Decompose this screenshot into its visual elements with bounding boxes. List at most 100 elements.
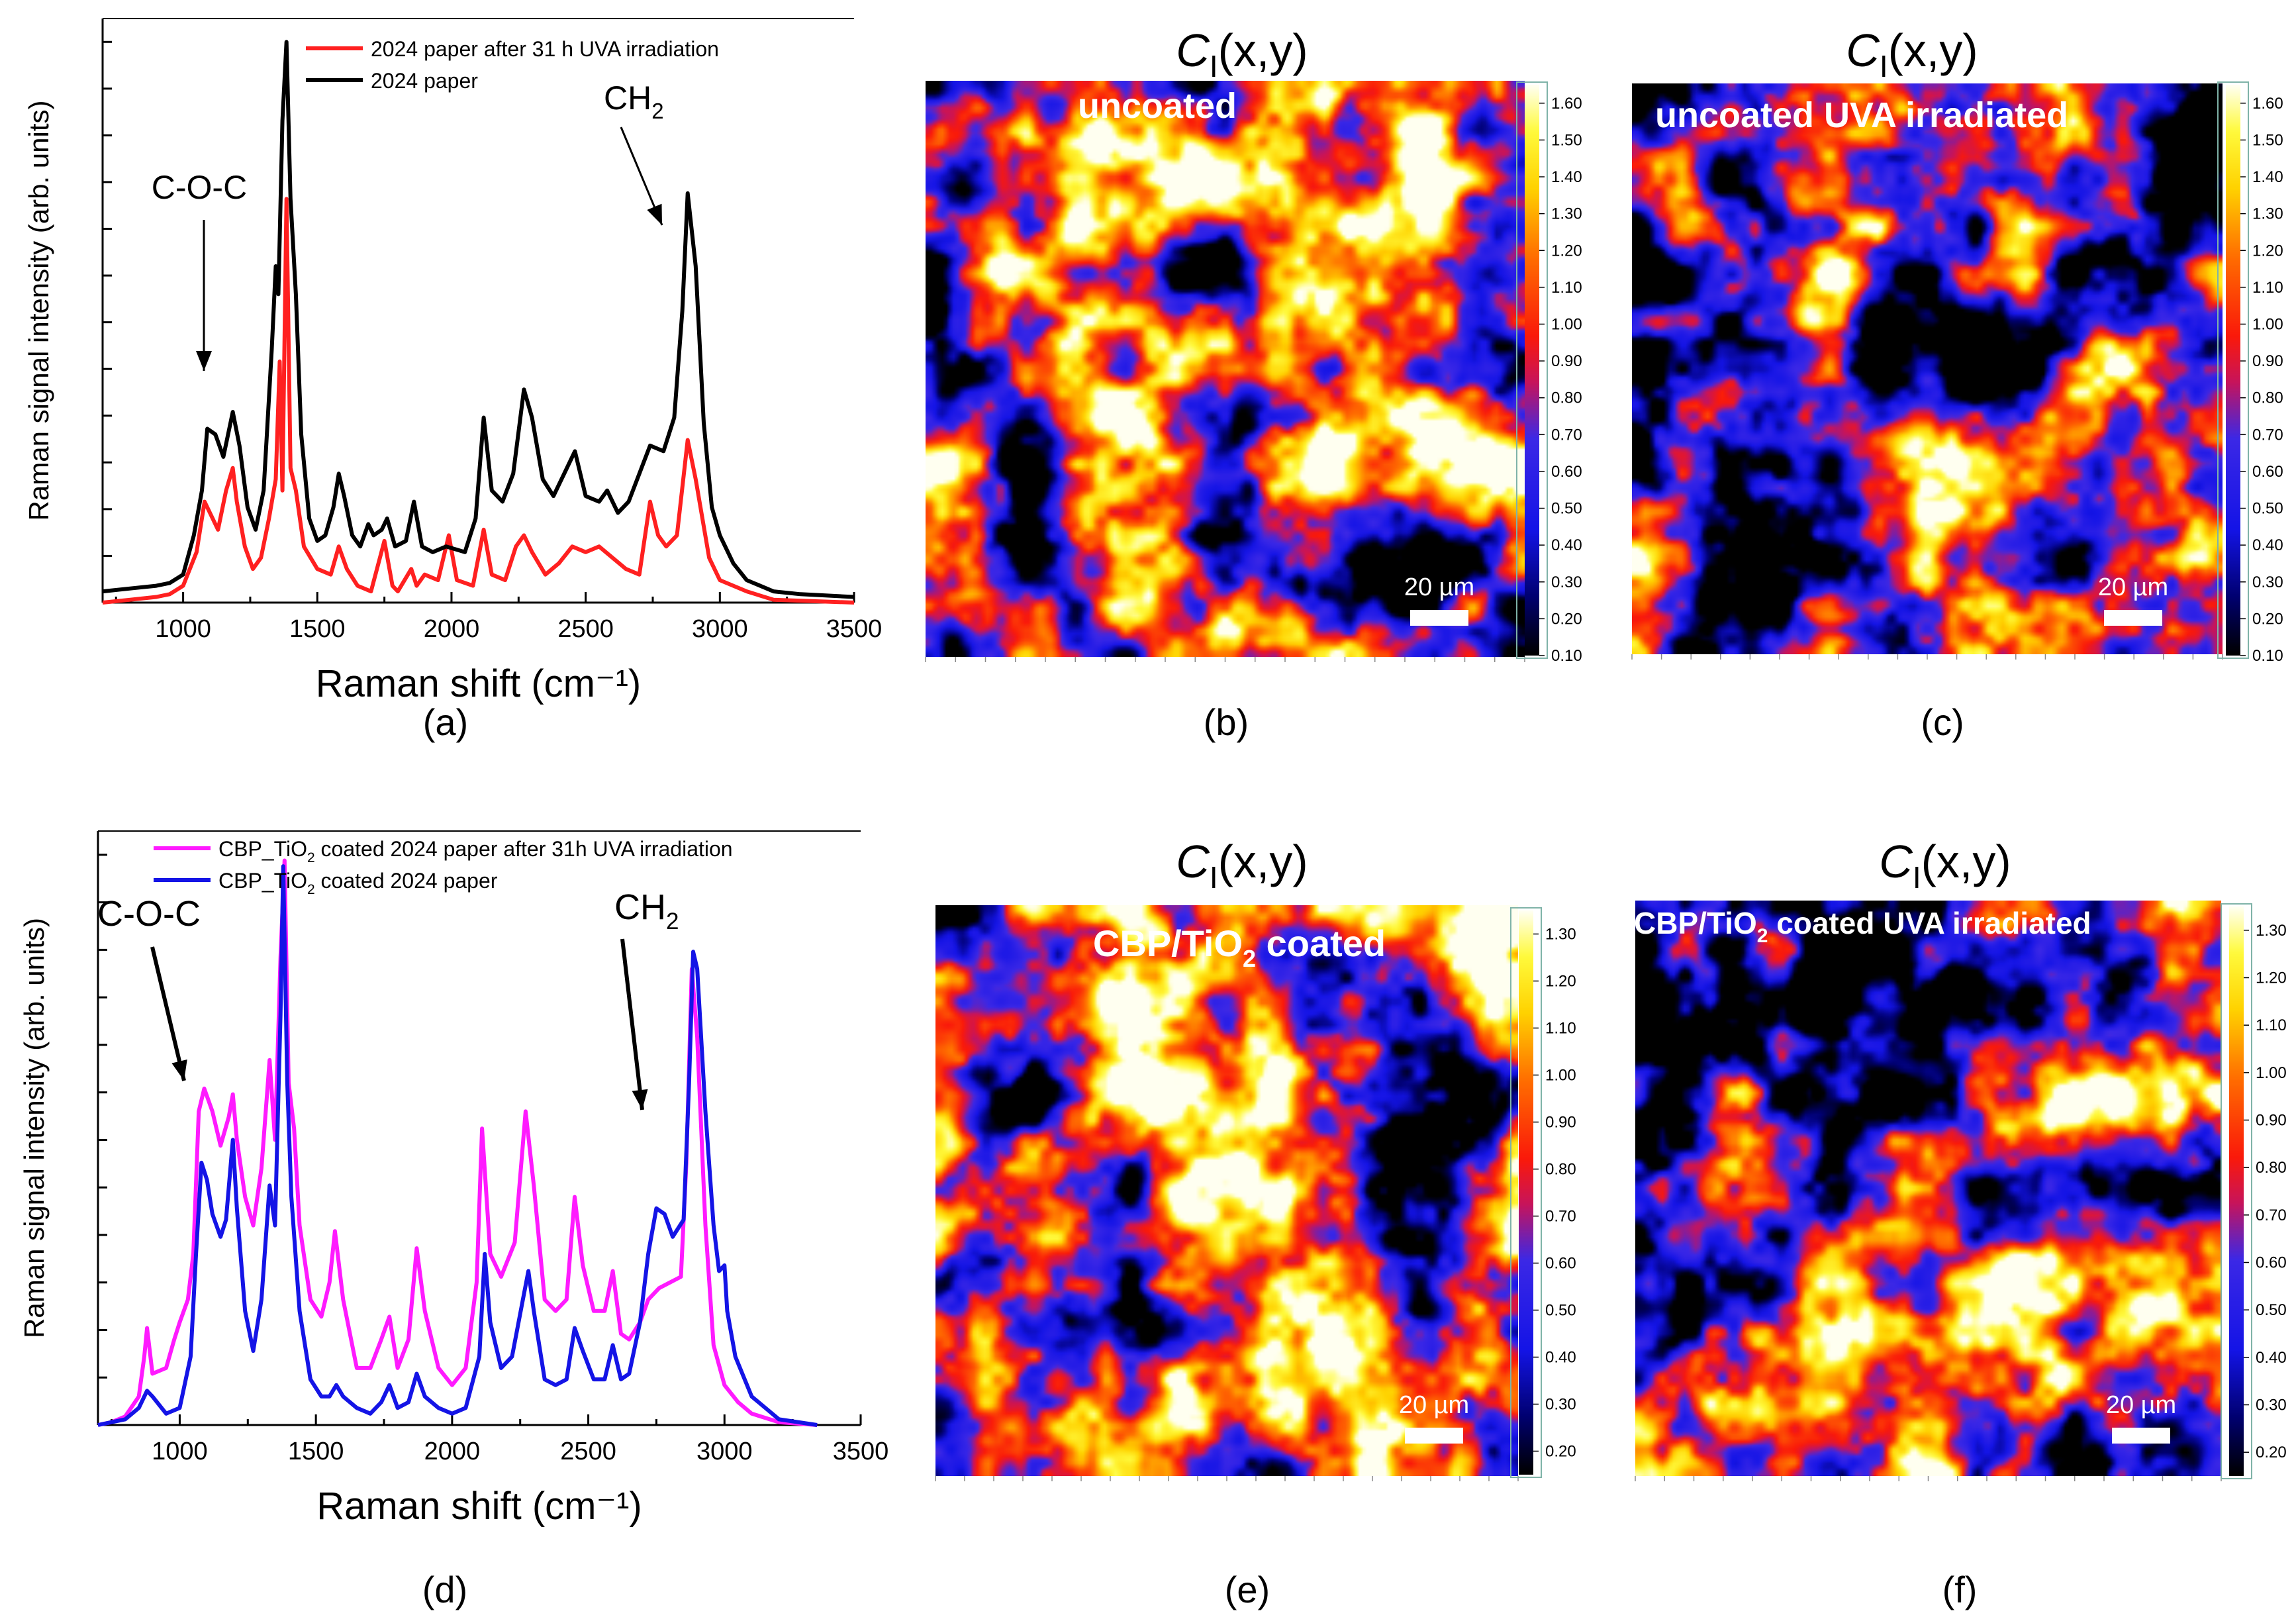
panel-label: (d) <box>422 1569 467 1610</box>
legend-label-part: coated 2024 paper <box>315 869 498 893</box>
title-rest: (x,y) <box>1218 25 1308 76</box>
legend-label-part: 2 <box>307 850 315 865</box>
colorbar-tick-label: 0.20 <box>1551 610 1582 628</box>
series-line-1 <box>97 864 818 1427</box>
colorbar-tick-label: 0.70 <box>2256 1206 2287 1224</box>
colorbar <box>1519 910 1533 1475</box>
legend-label: 2024 paper <box>371 69 478 93</box>
colorbar-tick-label: 1.50 <box>1551 131 1582 149</box>
annotation-arrowhead <box>632 1089 648 1110</box>
title-sub: I <box>1913 860 1921 895</box>
colorbar <box>2226 85 2240 656</box>
series-line-0 <box>102 197 855 605</box>
panel-label: (b) <box>1204 701 1249 743</box>
colorbar-tick-label: 0.70 <box>2252 426 2283 444</box>
annotation-arrow <box>620 938 644 1110</box>
heatmap-label-part: coated <box>1256 922 1386 964</box>
colorbar-tick-label: 1.00 <box>2256 1064 2287 1082</box>
colorbar-frame <box>2217 81 2249 659</box>
annotation-ch2-part: CH <box>614 887 666 927</box>
colorbar-tick-label: 0.40 <box>2256 1349 2287 1367</box>
colorbar-tick-label: 1.00 <box>1545 1067 1576 1085</box>
colorbar-tick-label: 0.50 <box>1545 1302 1576 1320</box>
heatmap-label: CBP/TiO2 coated UVA irradiated <box>1634 906 2091 947</box>
y-axis-label: Raman signal intensity (arb. units) <box>23 101 54 521</box>
colorbar <box>1525 85 1539 656</box>
heatmap-label: uncoated <box>1078 86 1237 126</box>
legend-label: CBP_TiO2 coated 2024 paper <box>218 869 498 897</box>
heatmap-image <box>926 81 1525 657</box>
x-tick-label: 1000 <box>152 1438 208 1465</box>
colorbar-tick-label: 0.80 <box>2252 389 2283 407</box>
x-tick-label: 1500 <box>288 1438 344 1465</box>
colorbar-tick-label: 0.40 <box>1551 536 1582 554</box>
colorbar-tick-label: 0.70 <box>1545 1208 1576 1226</box>
colorbar-tick-label: 0.30 <box>1545 1396 1576 1414</box>
colorbar-tick-label: 1.30 <box>1545 926 1576 944</box>
scalebar <box>1410 610 1468 626</box>
x-tick-label: 3500 <box>826 615 883 643</box>
colorbar-frame <box>1516 81 1548 659</box>
legend-label: 2024 paper after 31 h UVA irradiation <box>371 37 719 61</box>
colorbar-tick-label: 1.30 <box>2252 205 2283 223</box>
x-tick-label: 3500 <box>833 1438 889 1465</box>
colorbar-tick-label: 1.10 <box>1551 279 1582 297</box>
annotation-ch2-part: 2 <box>666 909 679 934</box>
heatmap-image <box>1632 83 2223 654</box>
legend-label-part: CBP_TiO <box>218 869 307 893</box>
colorbar-tick-label: 1.30 <box>2256 922 2287 940</box>
colorbar-tick-label: 1.40 <box>2252 168 2283 186</box>
colorbar-tick-label: 1.20 <box>2256 969 2287 987</box>
title-c: C <box>1176 836 1210 887</box>
scalebar-label: 20 µm <box>2106 1391 2176 1419</box>
colorbar-tick-label: 1.20 <box>2252 242 2283 260</box>
colorbar-tick-label: 1.30 <box>1551 205 1582 223</box>
colorbar-tick-label: 0.30 <box>2256 1397 2287 1414</box>
colorbar-tick-label: 0.70 <box>1551 426 1582 444</box>
legend-label-part: CBP_TiO <box>218 837 307 861</box>
colorbar <box>2229 907 2244 1476</box>
heatmap-image <box>935 905 1518 1476</box>
title-sub: I <box>1210 49 1218 83</box>
title-c: C <box>1879 836 1913 887</box>
title-sub: I <box>1880 49 1888 83</box>
annotation-coc: C-O-C <box>152 169 247 206</box>
colorbar-tick-label: 1.20 <box>1545 973 1576 991</box>
annotation-arrowhead <box>196 351 212 371</box>
colorbar-tick-label: 1.10 <box>2252 279 2283 297</box>
colorbar-tick-label: 1.10 <box>2256 1016 2287 1034</box>
colorbar-tick-label: 1.50 <box>2252 131 2283 149</box>
annotation-arrowhead <box>171 1059 187 1081</box>
colorbar-tick-label: 1.10 <box>1545 1020 1576 1038</box>
colorbar-tick-label: 1.20 <box>1551 242 1582 260</box>
line-chart-a: 1000 1500 2000 2500 3000 3500 Raman shift (cm⁻… <box>23 18 883 743</box>
colorbar-tick-label: 0.60 <box>1545 1255 1576 1273</box>
heatmap-label: CBP/TiO2 coated <box>1093 922 1386 972</box>
colorbar-tick-label: 0.50 <box>2252 500 2283 518</box>
x-tick-label: 2000 <box>424 1438 481 1465</box>
colorbar-tick-label: 0.20 <box>2252 610 2283 628</box>
colorbar-tick-label: 0.10 <box>2252 647 2283 665</box>
colorbar-tick-label: 0.50 <box>1551 500 1582 518</box>
heatmap-title: CI(x,y) <box>1879 836 2011 895</box>
colorbar-tick-label: 1.00 <box>1551 315 1582 333</box>
heatmap-image <box>1635 901 2221 1476</box>
colorbar-tick-label: 0.90 <box>2252 352 2283 370</box>
x-tick-label: 3000 <box>696 1438 753 1465</box>
colorbar-frame <box>1510 907 1542 1478</box>
heatmap-title: CI(x,y) <box>1176 25 1308 83</box>
colorbar-tick-label: 0.60 <box>2256 1254 2287 1272</box>
x-axis-label: Raman shift (cm⁻¹) <box>316 662 641 705</box>
panel-label: (f) <box>1942 1569 1978 1610</box>
colorbar-tick-label: 1.00 <box>2252 315 2283 333</box>
x-tick-label: 3000 <box>692 615 748 643</box>
colorbar-tick-label: 0.20 <box>1545 1443 1576 1461</box>
heatmap-c: CI(x,y) uncoated UVA irradiated 20 µm 1.60 1… <box>1631 25 2283 743</box>
title-c: C <box>1846 25 1880 76</box>
colorbar-tick-label: 0.50 <box>2256 1301 2287 1319</box>
colorbar-tick-label: 0.10 <box>1551 647 1582 665</box>
heatmap-label: uncoated UVA irradiated <box>1655 95 2068 135</box>
colorbar-tick-label: 0.80 <box>1551 389 1582 407</box>
